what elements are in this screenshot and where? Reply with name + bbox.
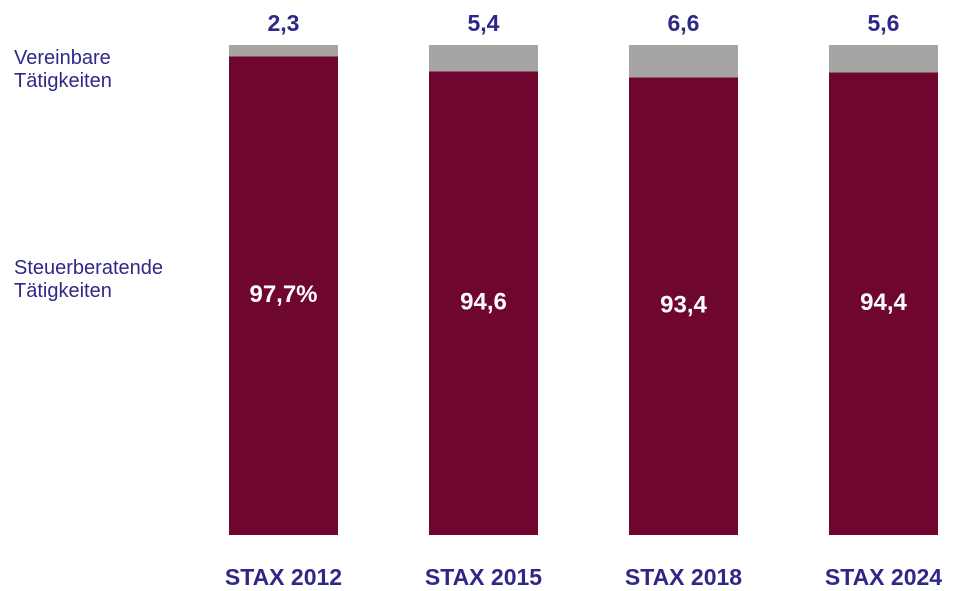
data-label: 94,6: [460, 289, 507, 316]
data-label: 94,4: [860, 289, 907, 316]
bar-segment: [229, 56, 338, 536]
bar-segment: [829, 45, 938, 73]
bar-segment: [429, 45, 538, 72]
bar-segment: [629, 77, 738, 535]
x-tick-label: STAX 2015: [425, 564, 542, 590]
bar-segment: [829, 72, 938, 535]
x-tick-label: STAX 2024: [825, 564, 942, 590]
bar-segment: [229, 45, 338, 57]
bar-segment: [429, 71, 538, 536]
legend-label: Vereinbare Tätigkeiten: [14, 47, 112, 92]
x-tick-label: STAX 2018: [625, 564, 742, 590]
legend-label: Steuerberatende Tätigkeiten: [14, 257, 164, 302]
data-label: 5,6: [868, 10, 900, 36]
bar-segment: [629, 45, 738, 78]
data-label: 97,7%: [249, 281, 317, 308]
x-tick-label: STAX 2012: [225, 564, 342, 590]
data-label: 93,4: [660, 292, 707, 319]
data-label: 6,6: [668, 10, 700, 36]
data-label: 5,4: [468, 10, 500, 36]
data-label: 2,3: [268, 10, 300, 36]
